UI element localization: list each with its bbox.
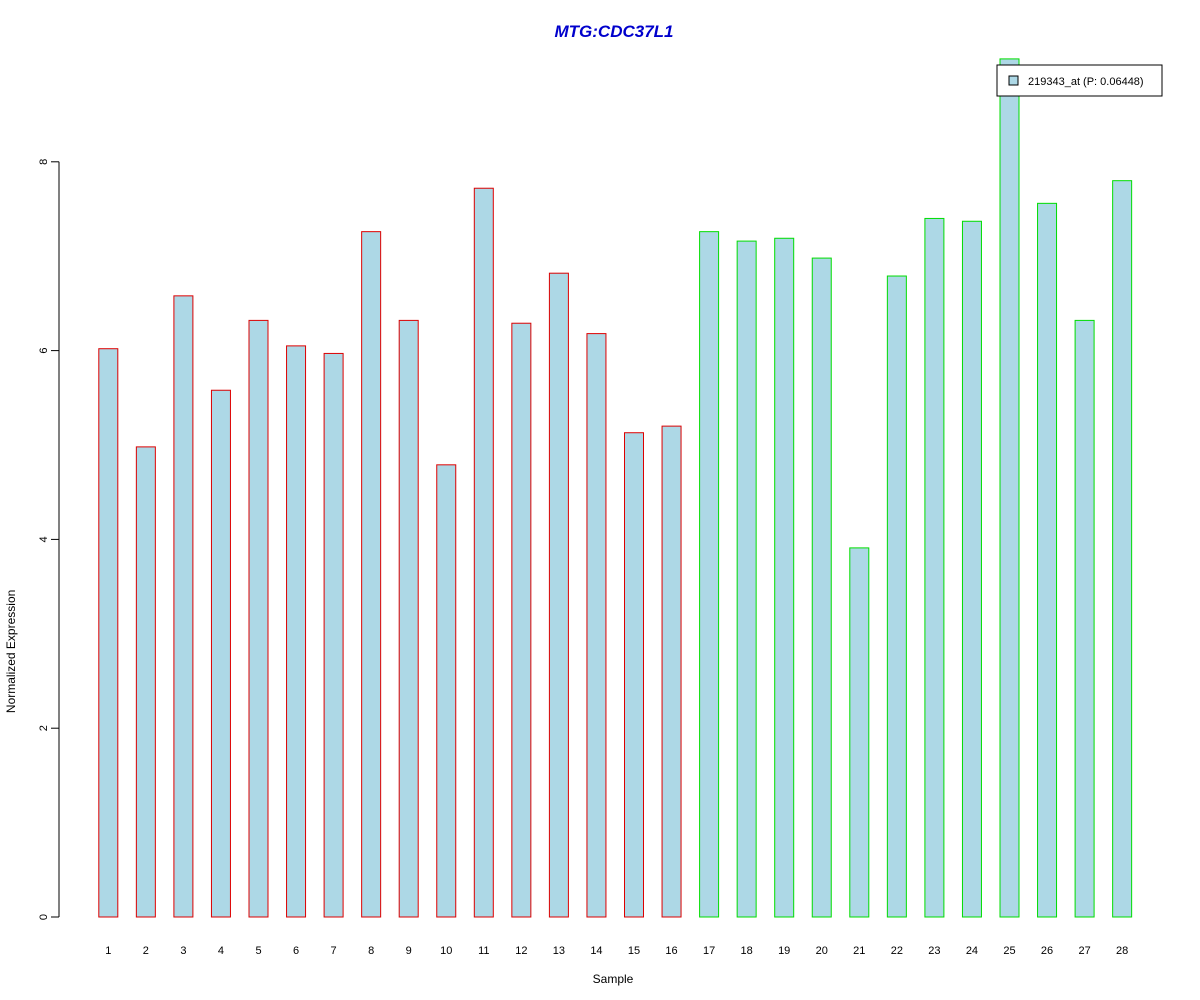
x-tick-label: 6	[293, 945, 299, 957]
bar-sample-3	[173, 295, 194, 918]
bar-sample-18	[736, 240, 757, 918]
x-tick-label: 19	[778, 945, 790, 957]
x-axis-label: Sample	[593, 972, 634, 986]
legend-box	[996, 64, 1163, 97]
bar-sample-17	[699, 231, 720, 918]
bar-sample-26	[1037, 202, 1058, 918]
x-tick-label: 10	[440, 945, 452, 957]
x-tick-label: 15	[628, 945, 640, 957]
bar-sample-2	[135, 446, 156, 918]
x-tick-label: 2	[143, 945, 149, 957]
y-tick-label: 2	[38, 725, 50, 731]
y-tick-label: 4	[38, 536, 50, 542]
x-tick-label: 5	[255, 945, 261, 957]
bar-sample-15	[624, 432, 644, 918]
y-tick-label: 0	[38, 914, 50, 920]
x-tick-label: 26	[1041, 945, 1053, 957]
bar-sample-24	[961, 220, 982, 918]
chart-title: MTG:CDC37L1	[554, 22, 673, 41]
bar-sample-4	[210, 389, 231, 918]
bar-sample-10	[436, 464, 457, 918]
x-tick-label: 20	[816, 945, 828, 957]
bar-sample-5	[248, 319, 269, 918]
bar-sample-28	[1112, 180, 1133, 918]
bar-sample-1	[98, 348, 119, 918]
x-tick-label: 22	[891, 945, 903, 957]
x-tick-label: 28	[1116, 945, 1128, 957]
x-tick-label: 4	[218, 945, 224, 957]
bar-sample-9	[398, 319, 419, 918]
x-tick-label: 1	[105, 945, 111, 957]
x-tick-labels: 1 2 3 4 5 6 7 8 9 10 11 12 13 14 15 16 17 18 19 20 21 22 23 24 2…	[105, 945, 1128, 957]
x-tick-label: 17	[703, 945, 715, 957]
bar-sample-6	[286, 345, 307, 918]
legend-swatch	[1008, 75, 1019, 86]
bar-sample-7	[323, 352, 344, 918]
bar-sample-23	[924, 217, 945, 918]
x-tick-label: 21	[853, 945, 865, 957]
bar-sample-13	[548, 272, 569, 918]
bar-sample-12	[511, 322, 532, 918]
x-tick-label: 24	[966, 945, 978, 957]
y-tick-label: 6	[38, 348, 50, 354]
bar-sample-21	[849, 547, 870, 918]
x-tick-label: 18	[741, 945, 753, 957]
y-axis: 0 2 4 6 8	[38, 159, 60, 920]
bar-sample-19	[774, 237, 795, 918]
bar-sample-8	[361, 231, 382, 918]
x-tick-label: 13	[553, 945, 565, 957]
y-tick-label: 8	[38, 159, 50, 165]
y-axis-label: Normalized Expression	[4, 590, 18, 713]
bars	[98, 58, 1133, 918]
bar-sample-25	[999, 58, 1020, 918]
x-tick-label: 16	[665, 945, 677, 957]
x-tick-label: 8	[368, 945, 374, 957]
x-tick-label: 23	[928, 945, 940, 957]
x-tick-label: 7	[331, 945, 337, 957]
x-tick-label: 3	[180, 945, 186, 957]
x-tick-label: 12	[515, 945, 527, 957]
bar-sample-11	[473, 187, 494, 918]
x-tick-label: 9	[406, 945, 412, 957]
bar-sample-22	[886, 275, 907, 918]
x-tick-label: 11	[478, 945, 489, 957]
legend-label: 219343_at (P: 0.06448)	[1028, 76, 1144, 88]
bar-sample-16	[661, 425, 682, 918]
x-tick-label: 27	[1078, 945, 1090, 957]
bar-sample-27	[1074, 319, 1095, 918]
x-tick-label: 14	[590, 945, 602, 957]
bar-sample-14	[586, 333, 607, 918]
legend: 219343_at (P: 0.06448)	[996, 64, 1163, 97]
bar-sample-20	[811, 257, 832, 918]
x-tick-label: 25	[1003, 945, 1015, 957]
